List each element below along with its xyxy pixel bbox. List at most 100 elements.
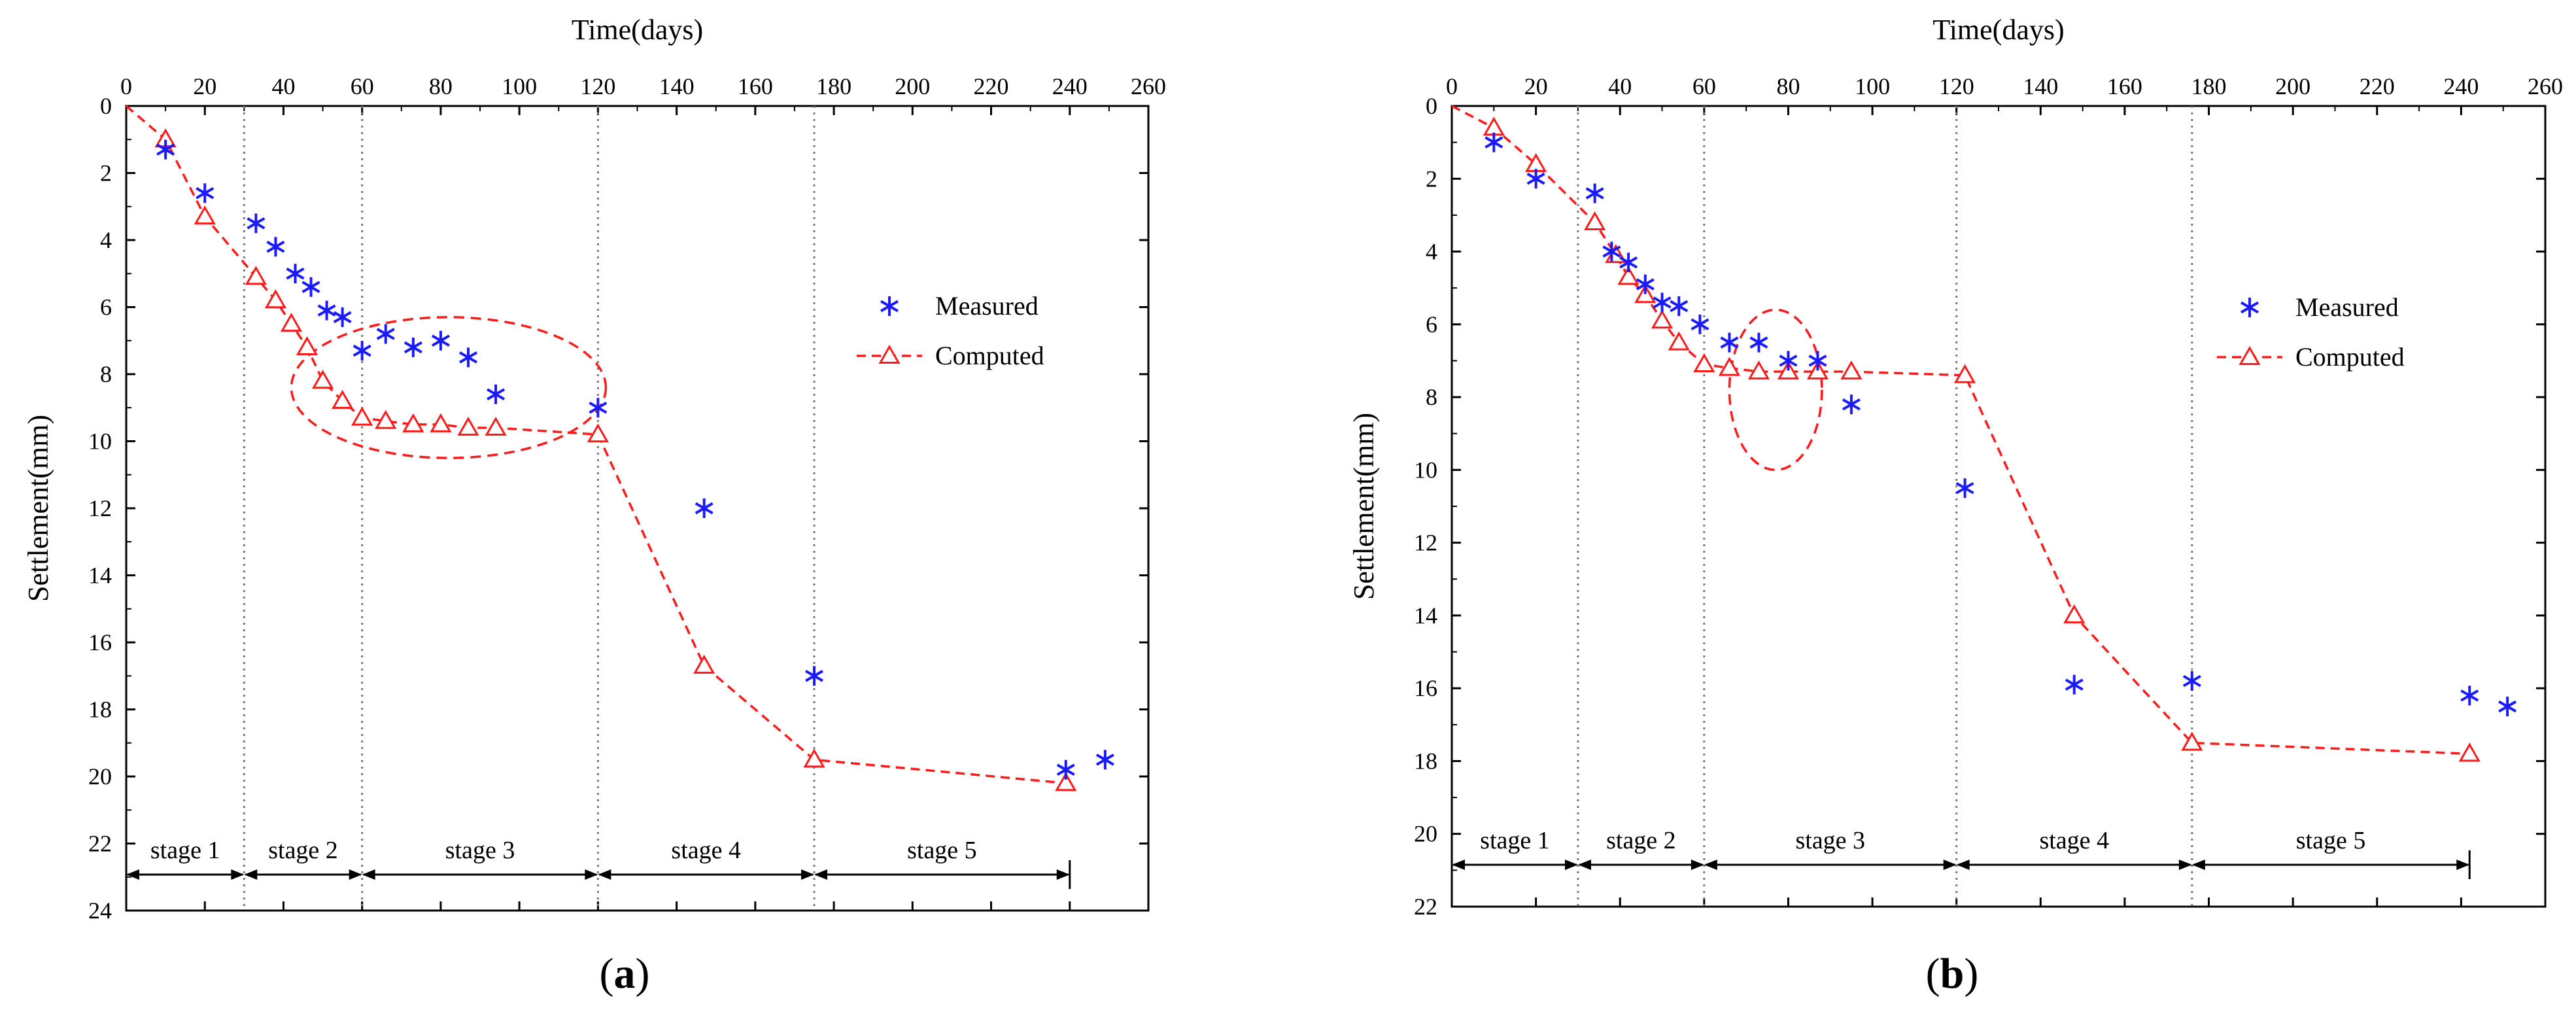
x-tick-label: 220 [2360, 73, 2395, 99]
legend-measured-marker [880, 296, 899, 316]
measured-point [1670, 296, 1689, 316]
asterisk-stroke [286, 268, 305, 280]
stage-arrowhead-right [2456, 860, 2470, 870]
plot-frame [1451, 105, 2547, 908]
asterisk-stroke [301, 281, 320, 293]
x-tick-label: 160 [738, 73, 773, 99]
measured-point [589, 398, 608, 418]
computed-point [1668, 331, 1690, 351]
x-tick-label: 200 [895, 73, 930, 99]
measured-point [1720, 332, 1739, 353]
measured-point [695, 498, 713, 518]
x-tick-label: 120 [580, 73, 615, 99]
asterisk-stroke [487, 388, 506, 400]
computed-point [457, 416, 479, 436]
computed-point [296, 336, 318, 355]
y-tick-label: 22 [88, 831, 112, 857]
asterisk-stroke [880, 300, 899, 313]
asterisk-stroke [1955, 481, 1974, 495]
computed-point [1584, 211, 1606, 231]
computed-point [485, 416, 507, 436]
legend-computed-label: Computed [935, 341, 1044, 370]
stage-arrowhead-right [801, 869, 815, 880]
stage-arrowhead-right [1691, 860, 1704, 870]
y-tick-label: 2 [100, 160, 112, 186]
legend-computed-marker [2239, 345, 2261, 365]
y-tick-label: 4 [1426, 239, 1437, 265]
y-tick-label: 18 [88, 697, 112, 723]
x-tick-label: 40 [271, 73, 295, 99]
legend: Measured Computed [857, 291, 1044, 370]
asterisk-stroke [1842, 398, 1861, 411]
measured-point [431, 330, 450, 351]
y-tick-label: 22 [1414, 894, 1437, 920]
panel-label: (b) [1926, 950, 1979, 998]
asterisk-stroke [695, 502, 713, 515]
y-tick-label: 20 [1414, 821, 1437, 847]
asterisk-stroke [1602, 245, 1621, 258]
computed-point [693, 654, 715, 674]
computed-point [1651, 309, 1674, 329]
x-tick-label: 260 [1131, 73, 1166, 99]
y-tick-label: 14 [88, 563, 112, 589]
asterisk-stroke [1485, 136, 1503, 148]
legend-measured-label: Measured [2295, 292, 2399, 322]
computed-point [1840, 360, 1863, 380]
stage-label: stage 1 [150, 837, 220, 864]
x-tick-label: 240 [2443, 73, 2479, 99]
panel-label-letter: b [1940, 950, 1965, 998]
computed-point [245, 266, 267, 285]
asterisk-stroke [1095, 754, 1114, 766]
y-tick-label: 2 [1426, 165, 1437, 192]
stage-arrowhead-left [1956, 860, 1970, 870]
measured-point [1619, 252, 1638, 273]
y-tick-label: 16 [88, 629, 112, 655]
measured-point [1749, 332, 1768, 353]
x-tick-label: 140 [2023, 73, 2058, 99]
computed-point [430, 413, 452, 432]
stage-arrowhead-right [1056, 869, 1070, 880]
x-tick-label: 140 [659, 73, 695, 99]
stage-arrowhead-right [349, 869, 362, 880]
computed-series-line [1451, 105, 2470, 756]
computed-point [332, 389, 354, 409]
y-tick-label: 16 [1414, 675, 1437, 701]
plot-frame [125, 105, 1150, 912]
computed-point [351, 406, 373, 426]
asterisk-stroke [1779, 355, 1798, 367]
measured-point [1808, 351, 1827, 371]
computed-series-line [125, 105, 1066, 784]
asterisk-stroke [459, 351, 477, 364]
chart-panel-b: 0 20 40 60 80 100 120 140 160 180 200 220 240 260 0 2 4 6… [1348, 14, 2563, 998]
y-tick-label: 24 [88, 897, 112, 924]
measured-point [1636, 274, 1655, 294]
asterisk-stroke [1585, 187, 1604, 200]
legend-measured-label: Measured [935, 291, 1039, 321]
measured-point [1779, 351, 1798, 371]
computed-point [194, 205, 216, 225]
measured-point [1585, 183, 1604, 203]
measured-point [404, 338, 422, 357]
stage-arrowhead-right [231, 869, 245, 880]
asterisk-stroke [1670, 300, 1689, 313]
y-tick-label: 12 [1414, 530, 1437, 556]
measured-point [2182, 671, 2201, 691]
computed-point [1055, 772, 1077, 792]
stage-arrowhead-left [244, 869, 258, 880]
x-tick-label: 100 [502, 73, 537, 99]
x-tick-label: 40 [1608, 73, 1632, 99]
computed-point [1693, 353, 1715, 373]
measured-point [2460, 686, 2479, 706]
computed-point [2063, 604, 2086, 623]
computed-point [1483, 116, 1505, 136]
x-tick-label: 180 [816, 73, 851, 99]
measured-point [2498, 697, 2517, 716]
computed-point [375, 409, 397, 429]
measured-point [196, 183, 215, 203]
x-axis-title: Time(days) [572, 14, 703, 46]
stage-arrowhead-right [1943, 860, 1957, 870]
measured-point [1653, 292, 1672, 313]
asterisk-stroke [156, 143, 175, 156]
stage-arrowhead-left [362, 869, 375, 880]
